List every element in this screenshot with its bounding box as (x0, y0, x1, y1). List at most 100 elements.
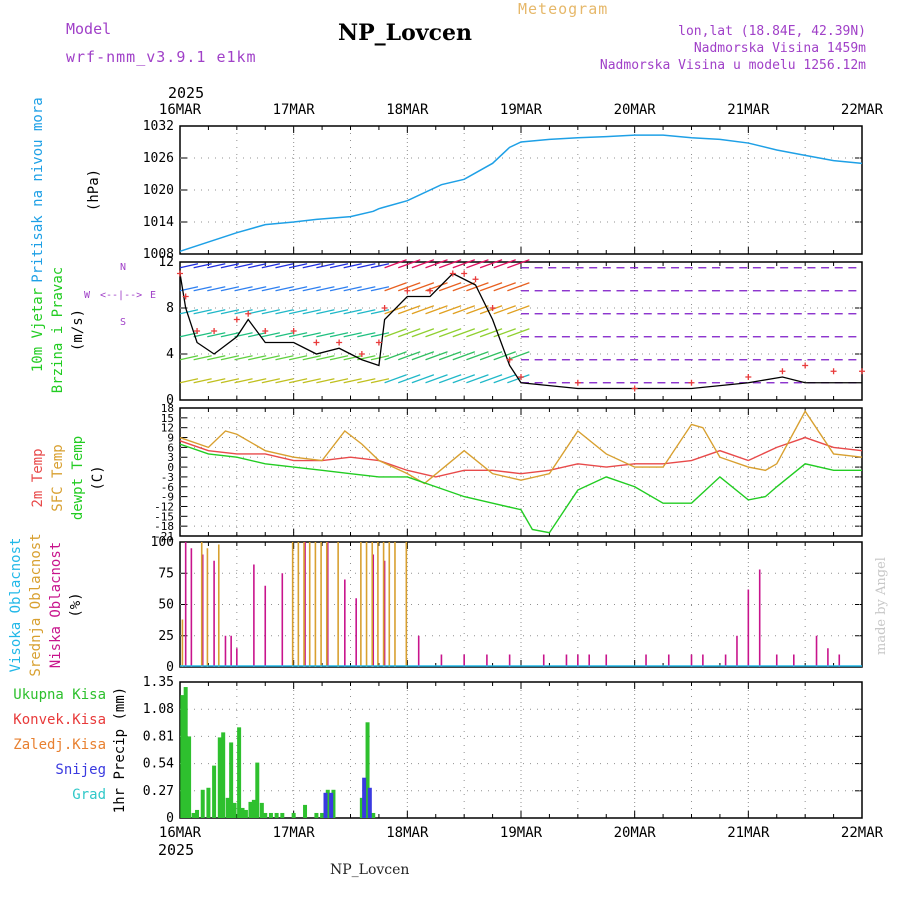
x-tick-label-top: 17MAR (273, 102, 316, 118)
wind-gust-marker (313, 339, 320, 346)
precip-total-bar (183, 687, 188, 818)
precip-total-bar (314, 812, 319, 818)
wind-vector (343, 263, 362, 269)
wind-vector (384, 259, 407, 269)
wind-vector (288, 355, 308, 361)
dir-e: E (150, 290, 156, 301)
wind-vector (507, 305, 530, 315)
wind-gust-marker (461, 270, 468, 277)
dir-n: N (120, 262, 126, 273)
precip-total-bar (371, 812, 376, 818)
wind-vector (466, 351, 489, 361)
year-label-bottom: 2025 (158, 841, 194, 859)
wind-vector (193, 263, 212, 269)
precip-total-bar (268, 812, 273, 818)
precip-total-bar (274, 812, 279, 818)
wind-vector (479, 374, 503, 384)
wind-vector (220, 263, 240, 269)
precip-label: 1hr Precip (mm) (112, 687, 128, 813)
wind-vector (234, 263, 253, 269)
temp-2m-line (179, 436, 863, 478)
wind-vector (452, 351, 476, 361)
wind-vector (425, 328, 448, 338)
pressure-label: Pritisak na nivou mora (30, 97, 46, 282)
wind-vector (411, 282, 435, 292)
wind-vector (452, 305, 476, 315)
precip-legend-item: Zaledj.Kisa (13, 737, 106, 753)
wind-vector (452, 282, 476, 292)
wind-vector (493, 305, 516, 315)
y-tick-label: 50 (158, 598, 174, 613)
wind-gust-marker (449, 270, 456, 277)
wind-vector (425, 351, 448, 361)
precip-total-bar (320, 812, 325, 818)
wind-vector (220, 378, 240, 384)
y-tick-label: 4 (166, 347, 174, 362)
precip-total-bar (325, 789, 330, 818)
y-tick-label: 0 (166, 660, 174, 675)
wind-vector (411, 374, 435, 384)
wind-vector (452, 374, 476, 384)
wind-vector (261, 355, 280, 361)
wind-vector (302, 263, 321, 269)
wind-vector (220, 332, 240, 338)
wind-vector (261, 286, 280, 292)
y-tick-label: 25 (158, 629, 174, 644)
y-tick-label: 1026 (143, 151, 174, 166)
pressure-line (179, 134, 863, 253)
wind-gust-marker (245, 310, 252, 317)
wind-vector (411, 305, 435, 315)
x-tick-label-bottom: 20MAR (614, 825, 657, 841)
wind-gust-marker (830, 368, 837, 375)
y-tick-label: 9 (167, 432, 174, 445)
wind-vector (466, 305, 489, 315)
wind-vector (316, 332, 335, 338)
wind-vector (207, 378, 226, 384)
wind-vector (466, 374, 489, 384)
wind-gust-marker (518, 374, 524, 380)
precip-total-bar (232, 802, 237, 818)
cloud-ylabel: Visoka Oblacnost Srednja Oblacnost Niska O… (8, 533, 84, 676)
precip-total-bar (240, 807, 245, 818)
snow-bar (323, 792, 328, 818)
wind-vector (384, 374, 407, 384)
model-name: wrf-nmm_v3.9.1 e1km (66, 48, 257, 66)
x-tick-label-top: 18MAR (386, 102, 429, 118)
wind-vector (261, 332, 280, 338)
wind-vector (275, 332, 294, 338)
wind-vector (507, 259, 530, 269)
temp-label-line: 2m Temp (30, 448, 46, 507)
wind-vector (329, 263, 349, 269)
x-tick-label-bottom: 16MAR (159, 825, 202, 841)
wind-gust-marker (177, 270, 183, 277)
wind-vector (370, 286, 390, 292)
wind-vector (179, 378, 199, 384)
wind-vector (466, 282, 489, 292)
wind-vector (193, 355, 212, 361)
wind-vector (193, 378, 212, 384)
wind-vector (193, 309, 212, 315)
wind-gust-marker (290, 328, 297, 334)
wind-vector (493, 328, 516, 338)
wind-gust-marker (574, 379, 581, 386)
wind-vector (357, 332, 376, 338)
y-tick-label: 1.35 (143, 675, 174, 690)
y-tick-label: 15 (161, 412, 174, 425)
wind-vector (370, 309, 390, 315)
x-tick-label-bottom: 18MAR (386, 825, 429, 841)
wind-gust-marker (779, 368, 786, 375)
precip-total-bar (195, 809, 200, 818)
wind-vector (179, 263, 199, 269)
wind-vector (288, 263, 308, 269)
wind-vector (207, 263, 226, 269)
precip-total-bar (225, 797, 230, 818)
y-tick-label: -3 (161, 471, 174, 484)
footer-station: NP_Lovcen (330, 862, 410, 878)
wind-vector (398, 259, 421, 269)
y-tick-label: 1032 (143, 119, 174, 134)
wind-vector (425, 282, 448, 292)
y-tick-label: -12 (154, 500, 174, 513)
wind-vector (357, 309, 376, 315)
wind-vector (179, 309, 199, 315)
wind-vector (357, 263, 376, 269)
